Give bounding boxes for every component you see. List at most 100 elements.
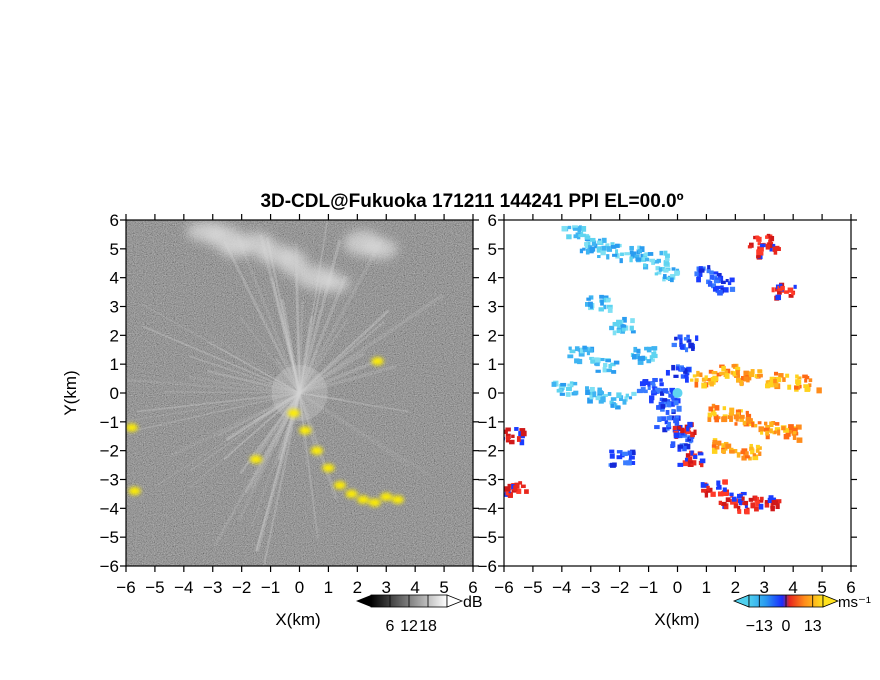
velocity-pixel bbox=[677, 334, 683, 340]
ray bbox=[298, 391, 410, 468]
velocity-pixel bbox=[766, 233, 771, 239]
velocity-pixel bbox=[748, 497, 754, 502]
velocity-pixel bbox=[647, 385, 651, 390]
velocity-pixel bbox=[620, 252, 624, 257]
velocity-pixel bbox=[609, 462, 616, 468]
velocity-pixel bbox=[788, 294, 794, 298]
velocity-pixel bbox=[565, 386, 572, 392]
ray bbox=[244, 392, 301, 494]
velocity-pixel bbox=[630, 251, 637, 258]
velocity-pixel bbox=[741, 455, 747, 461]
velocity-pixel bbox=[561, 225, 568, 232]
velocity-pixel bbox=[590, 246, 596, 252]
velocity-pixel bbox=[589, 237, 596, 242]
y-tick-label: 3 bbox=[110, 298, 119, 317]
ray bbox=[277, 392, 301, 461]
velocity-pixel bbox=[707, 280, 713, 287]
y-tick-label: 3 bbox=[488, 298, 497, 317]
colorbar-tick-label: 6 bbox=[386, 618, 395, 635]
velocity-pixel bbox=[574, 358, 580, 364]
velocity-pixel bbox=[629, 256, 633, 263]
velocity-pixel bbox=[729, 449, 735, 454]
velocity-pixel bbox=[618, 395, 624, 402]
velocity-pixel bbox=[673, 432, 680, 439]
velocity-pixel bbox=[666, 276, 672, 281]
velocity-pixel bbox=[768, 495, 774, 501]
velocity-pixel bbox=[612, 253, 618, 257]
ray bbox=[275, 358, 301, 394]
velocity-pixel bbox=[654, 272, 659, 276]
velocity-pixel bbox=[686, 339, 692, 343]
velocity-pixel bbox=[713, 279, 720, 284]
velocity-pixel bbox=[667, 421, 671, 428]
velocity-pixel bbox=[595, 362, 600, 367]
velocity-pixel bbox=[587, 397, 593, 404]
velocity-pixel bbox=[694, 378, 699, 382]
velocity-pixel bbox=[739, 380, 744, 387]
velocity-pixel bbox=[673, 374, 679, 378]
velocity-pixel bbox=[757, 246, 761, 252]
x-tick-label: −5 bbox=[523, 578, 542, 597]
velocity-pixel bbox=[769, 246, 773, 252]
velocity-pixel bbox=[752, 456, 759, 461]
yellow-blob bbox=[250, 455, 263, 464]
x-tick-label: −1 bbox=[639, 578, 658, 597]
velocity-pixel bbox=[773, 249, 778, 255]
reflectivity-ylabel: Y(km) bbox=[61, 370, 80, 415]
ray bbox=[270, 277, 301, 394]
velocity-pixel bbox=[777, 285, 783, 292]
velocity-pixel bbox=[622, 316, 627, 323]
velocity-pixel bbox=[573, 234, 579, 239]
velocity-pixel bbox=[634, 254, 640, 259]
velocity-pixel bbox=[774, 427, 781, 431]
velocity-pixel bbox=[566, 234, 572, 240]
velocity-pixel bbox=[795, 424, 802, 430]
velocity-pixel bbox=[688, 342, 694, 349]
velocity-pixel bbox=[691, 346, 695, 351]
velocity-pixel bbox=[763, 421, 768, 426]
velocity-pixel bbox=[646, 346, 652, 353]
velocity-pixel bbox=[623, 325, 629, 331]
velocity-pixel bbox=[499, 432, 503, 435]
velocity-pixel bbox=[732, 371, 738, 377]
velocity-pixel bbox=[719, 371, 725, 375]
velocity-pixel bbox=[616, 455, 623, 460]
cloud-blob bbox=[279, 250, 309, 277]
velocity-pixel bbox=[520, 430, 527, 437]
velocity-pixel bbox=[519, 434, 525, 439]
velocity-pixel bbox=[586, 297, 591, 301]
velocity-pixel bbox=[609, 325, 615, 331]
ray bbox=[188, 375, 300, 395]
velocity-pixel bbox=[712, 438, 718, 442]
velocity-pixel bbox=[758, 503, 764, 510]
velocity-pixel bbox=[714, 445, 720, 450]
velocity-pixel bbox=[741, 496, 745, 501]
velocity-pixel bbox=[671, 267, 676, 271]
ray bbox=[188, 355, 300, 394]
ray bbox=[299, 392, 409, 413]
velocity-pixel bbox=[640, 253, 645, 258]
velocity-pixel bbox=[709, 270, 714, 275]
velocity-pixel bbox=[519, 428, 526, 433]
velocity-pixel bbox=[748, 456, 752, 461]
velocity-pixel bbox=[650, 358, 655, 362]
velocity-pixel bbox=[659, 378, 663, 382]
velocity-pixel bbox=[740, 491, 747, 496]
x-tick-label: 6 bbox=[846, 578, 855, 597]
velocity-pixel bbox=[644, 252, 650, 257]
velocity-pixel bbox=[637, 356, 643, 361]
velocity-pixel bbox=[716, 372, 722, 377]
velocity-pixel bbox=[585, 248, 590, 255]
colorbar-tick-label: 0 bbox=[782, 618, 791, 635]
ray bbox=[298, 357, 383, 395]
velocity-pixel bbox=[610, 397, 617, 401]
velocity-pixel bbox=[777, 289, 782, 295]
velocity-pixel bbox=[659, 397, 664, 402]
ray bbox=[298, 392, 338, 500]
velocity-pixel bbox=[795, 382, 800, 386]
velocity-pixel bbox=[724, 370, 728, 375]
y-tick-label: 1 bbox=[110, 355, 119, 374]
velocity-pixel bbox=[586, 241, 591, 246]
